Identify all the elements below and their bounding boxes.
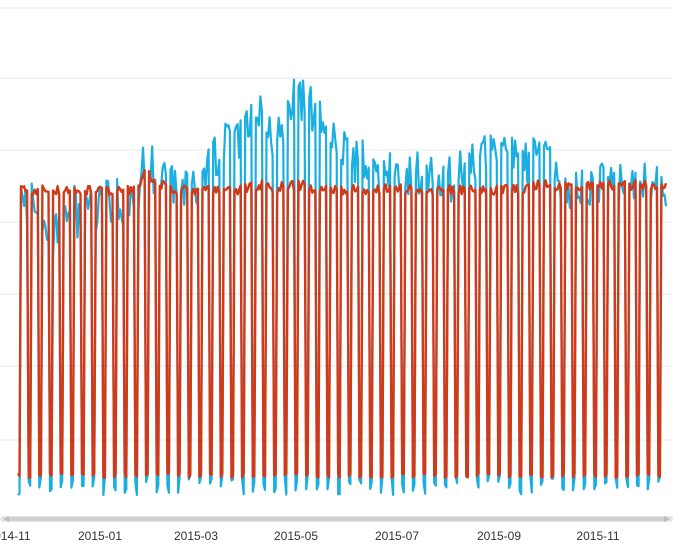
series-line-1: [17, 78, 668, 496]
scroll-left-icon[interactable]: [3, 516, 9, 522]
horizontal-scrollbar[interactable]: [0, 516, 673, 522]
x-axis-tick-labels: 2014-11 2015-01 2015-03 2015-05 2015-07 2015-…: [0, 529, 620, 543]
series-line-2: [16, 168, 668, 479]
x-tick-label: 2015-11: [576, 529, 619, 543]
scroll-right-icon[interactable]: [664, 516, 670, 522]
x-tick-label: 2015-03: [174, 529, 218, 543]
x-tick-label: 2015-01: [78, 529, 122, 543]
x-tick-label: 2015-05: [274, 529, 318, 543]
scrollbar-thumb[interactable]: [8, 517, 665, 521]
x-tick-label: 2015-07: [375, 529, 419, 543]
series-layer: [16, 78, 668, 496]
x-tick-label: 2015-09: [477, 529, 521, 543]
x-tick-label: 2014-11: [0, 529, 31, 543]
